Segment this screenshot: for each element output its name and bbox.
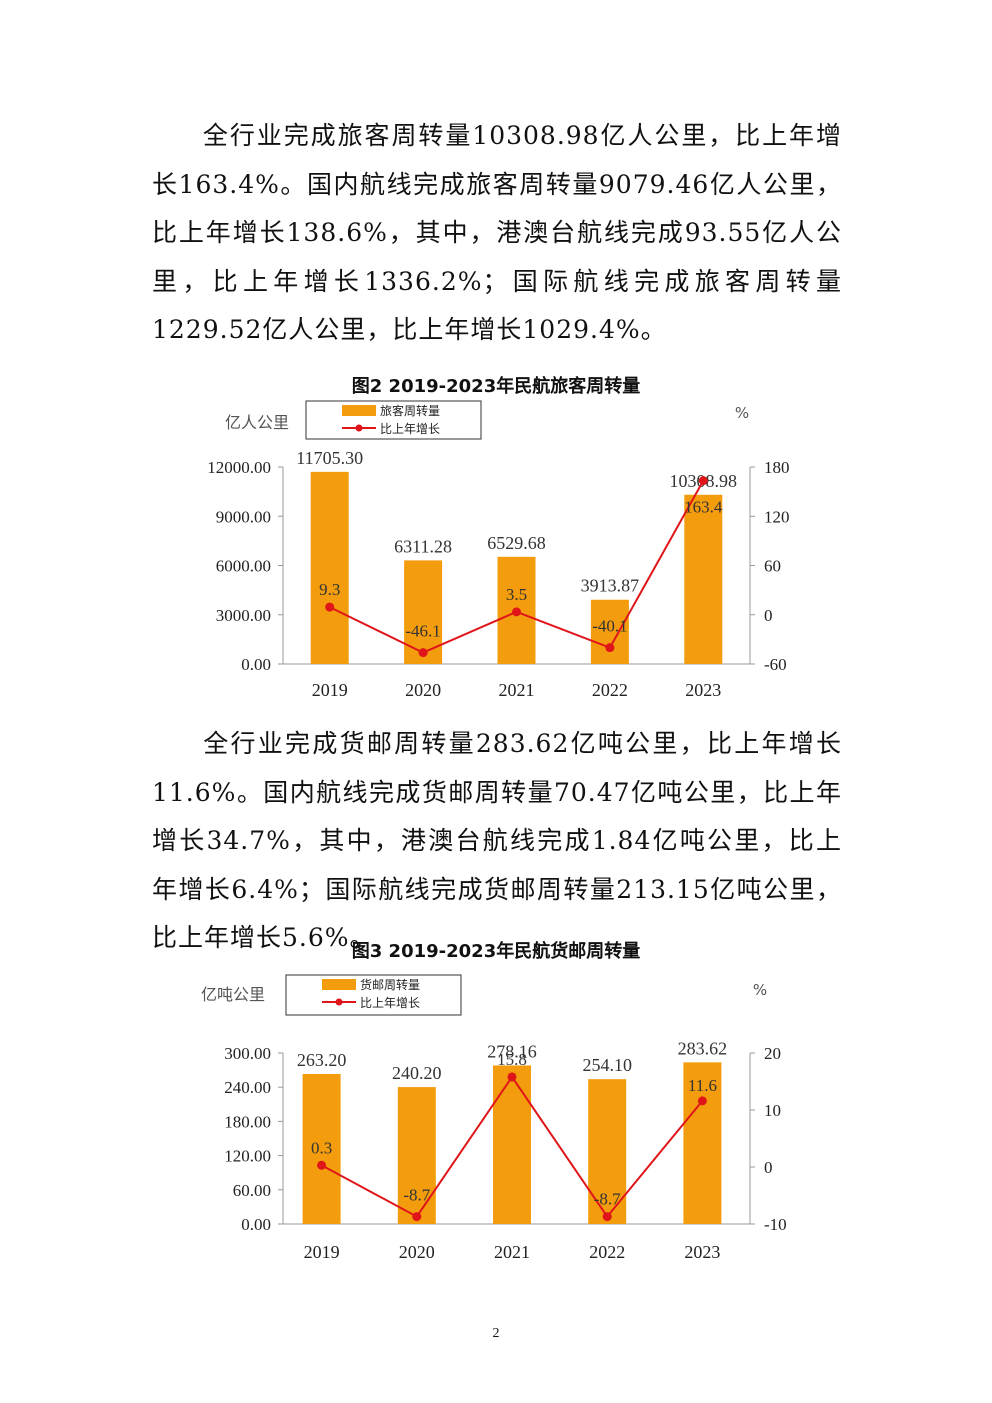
bar-2023 xyxy=(683,1062,722,1224)
legend-box xyxy=(285,974,462,1016)
chart-title: 图2 2019-2023年民航旅客周转量 xyxy=(352,375,640,397)
paragraph-cargo: 全行业完成货邮周转量283.62亿吨公里，比上年增长11.6%。国内航线完成货邮… xyxy=(152,720,842,963)
x-tick-label: 2020 xyxy=(399,1242,435,1262)
growth-point-2021 xyxy=(512,607,521,617)
left-tick-label: 0.00 xyxy=(241,655,271,674)
left-tick-label: 60.00 xyxy=(233,1181,271,1200)
x-tick-label: 2020 xyxy=(405,680,441,700)
x-tick-label: 2022 xyxy=(592,680,628,700)
growth-point-2019 xyxy=(325,602,335,612)
right-tick-label: 10 xyxy=(764,1101,781,1120)
y-axis-label: 亿吨公里 xyxy=(201,985,265,1004)
growth-value-label: -8.7 xyxy=(594,1190,621,1209)
legend-bar-label: 货邮周转量 xyxy=(360,977,420,992)
growth-point-2023 xyxy=(698,476,708,486)
left-tick-label: 240.00 xyxy=(224,1078,271,1097)
y2-axis-label: % xyxy=(753,981,767,999)
chart-title: 图3 2019-2023年民航货邮周转量 xyxy=(352,940,640,962)
right-tick-label: -60 xyxy=(764,655,787,674)
page-number: 2 xyxy=(492,1326,500,1341)
x-tick-label: 2023 xyxy=(685,680,721,700)
right-tick-label: 0 xyxy=(764,606,773,625)
legend-line-marker xyxy=(335,998,343,1006)
growth-point-2020 xyxy=(412,1212,422,1222)
x-tick-label: 2019 xyxy=(304,1242,340,1262)
bar-value-label: 283.62 xyxy=(678,1038,728,1058)
bar-value-label: 6529.68 xyxy=(487,533,546,553)
bar-2023 xyxy=(684,494,723,664)
bar-value-label: 3913.87 xyxy=(581,576,640,596)
left-tick-label: 6000.00 xyxy=(216,557,271,576)
bar-value-label: 263.20 xyxy=(297,1050,347,1070)
growth-value-label: 15.8 xyxy=(497,1050,527,1069)
bar-value-label: 240.20 xyxy=(392,1063,442,1083)
bar-2021 xyxy=(493,1065,531,1224)
right-tick-label: 60 xyxy=(764,557,781,576)
bar-2019 xyxy=(310,471,349,664)
right-tick-label: -10 xyxy=(764,1215,787,1234)
legend-bar-swatch xyxy=(322,979,356,990)
growth-value-label: 11.6 xyxy=(688,1076,717,1095)
left-tick-label: 9000.00 xyxy=(216,507,271,526)
growth-value-label: -40.1 xyxy=(592,617,627,636)
growth-point-2022 xyxy=(605,643,615,653)
legend-bar-swatch xyxy=(342,405,376,416)
y2-axis-label: % xyxy=(735,404,749,422)
growth-point-2021 xyxy=(507,1072,517,1082)
bar-value-label: 278.16 xyxy=(487,1041,537,1061)
left-tick-label: 120.00 xyxy=(224,1147,271,1166)
left-tick-label: 0.00 xyxy=(241,1215,271,1234)
legend-bar-label: 旅客周转量 xyxy=(380,403,440,418)
bar-value-label: 6311.28 xyxy=(394,536,452,556)
left-tick-label: 3000.00 xyxy=(216,606,271,625)
right-tick-label: 0 xyxy=(764,1158,773,1177)
right-tick-label: 180 xyxy=(764,458,790,477)
growth-point-2023 xyxy=(697,1096,707,1106)
x-tick-label: 2019 xyxy=(312,680,348,700)
growth-value-label: 0.3 xyxy=(311,1138,332,1157)
growth-value-label: 163.4 xyxy=(684,498,723,517)
x-tick-label: 2023 xyxy=(684,1242,720,1262)
growth-value-label: -8.7 xyxy=(403,1186,430,1205)
bar-2022 xyxy=(590,599,629,664)
passenger-chart: 图2 2019-2023年民航旅客周转量 亿人公里% 旅客周转量 比上年增长 12000… xyxy=(0,370,992,710)
growth-value-label: 9.3 xyxy=(319,580,340,599)
bar-value-label: 11705.30 xyxy=(296,448,363,468)
legend-box xyxy=(305,400,482,440)
cargo-chart: 图3 2019-2023年民航货邮周转量亿吨公里% 货邮周转量比上年增长 300.0… xyxy=(0,932,992,1272)
left-tick-label: 180.00 xyxy=(224,1112,271,1131)
paragraph-passenger-text: 全行业完成旅客周转量10308.98亿人公里，比上年增长163.4%。国内航线完… xyxy=(152,121,842,344)
right-tick-label: 20 xyxy=(764,1044,781,1063)
right-tick-label: 120 xyxy=(764,507,790,526)
growth-point-2022 xyxy=(602,1212,612,1222)
y-axis-label: 亿人公里 xyxy=(225,413,289,432)
x-tick-label: 2021 xyxy=(499,680,535,700)
x-tick-label: 2022 xyxy=(589,1242,625,1262)
legend-line-label: 比上年增长 xyxy=(380,422,440,436)
x-tick-label: 2021 xyxy=(494,1242,530,1262)
bar-2020 xyxy=(397,1087,436,1224)
legend-line-marker xyxy=(355,424,363,432)
legend-line-label: 比上年增长 xyxy=(360,996,420,1010)
bar-value-label: 254.10 xyxy=(582,1055,632,1075)
left-tick-label: 300.00 xyxy=(224,1044,271,1063)
growth-value-label: -46.1 xyxy=(405,622,440,641)
growth-point-2020 xyxy=(418,648,428,658)
paragraph-passenger: 全行业完成旅客周转量10308.98亿人公里，比上年增长163.4%。国内航线完… xyxy=(152,112,842,355)
growth-point-2019 xyxy=(317,1160,327,1170)
paragraph-cargo-text: 全行业完成货邮周转量283.62亿吨公里，比上年增长11.6%。国内航线完成货邮… xyxy=(152,729,842,952)
growth-value-label: 3.5 xyxy=(506,585,527,604)
left-tick-label: 12000.00 xyxy=(207,458,271,477)
bar-2019 xyxy=(302,1073,341,1224)
